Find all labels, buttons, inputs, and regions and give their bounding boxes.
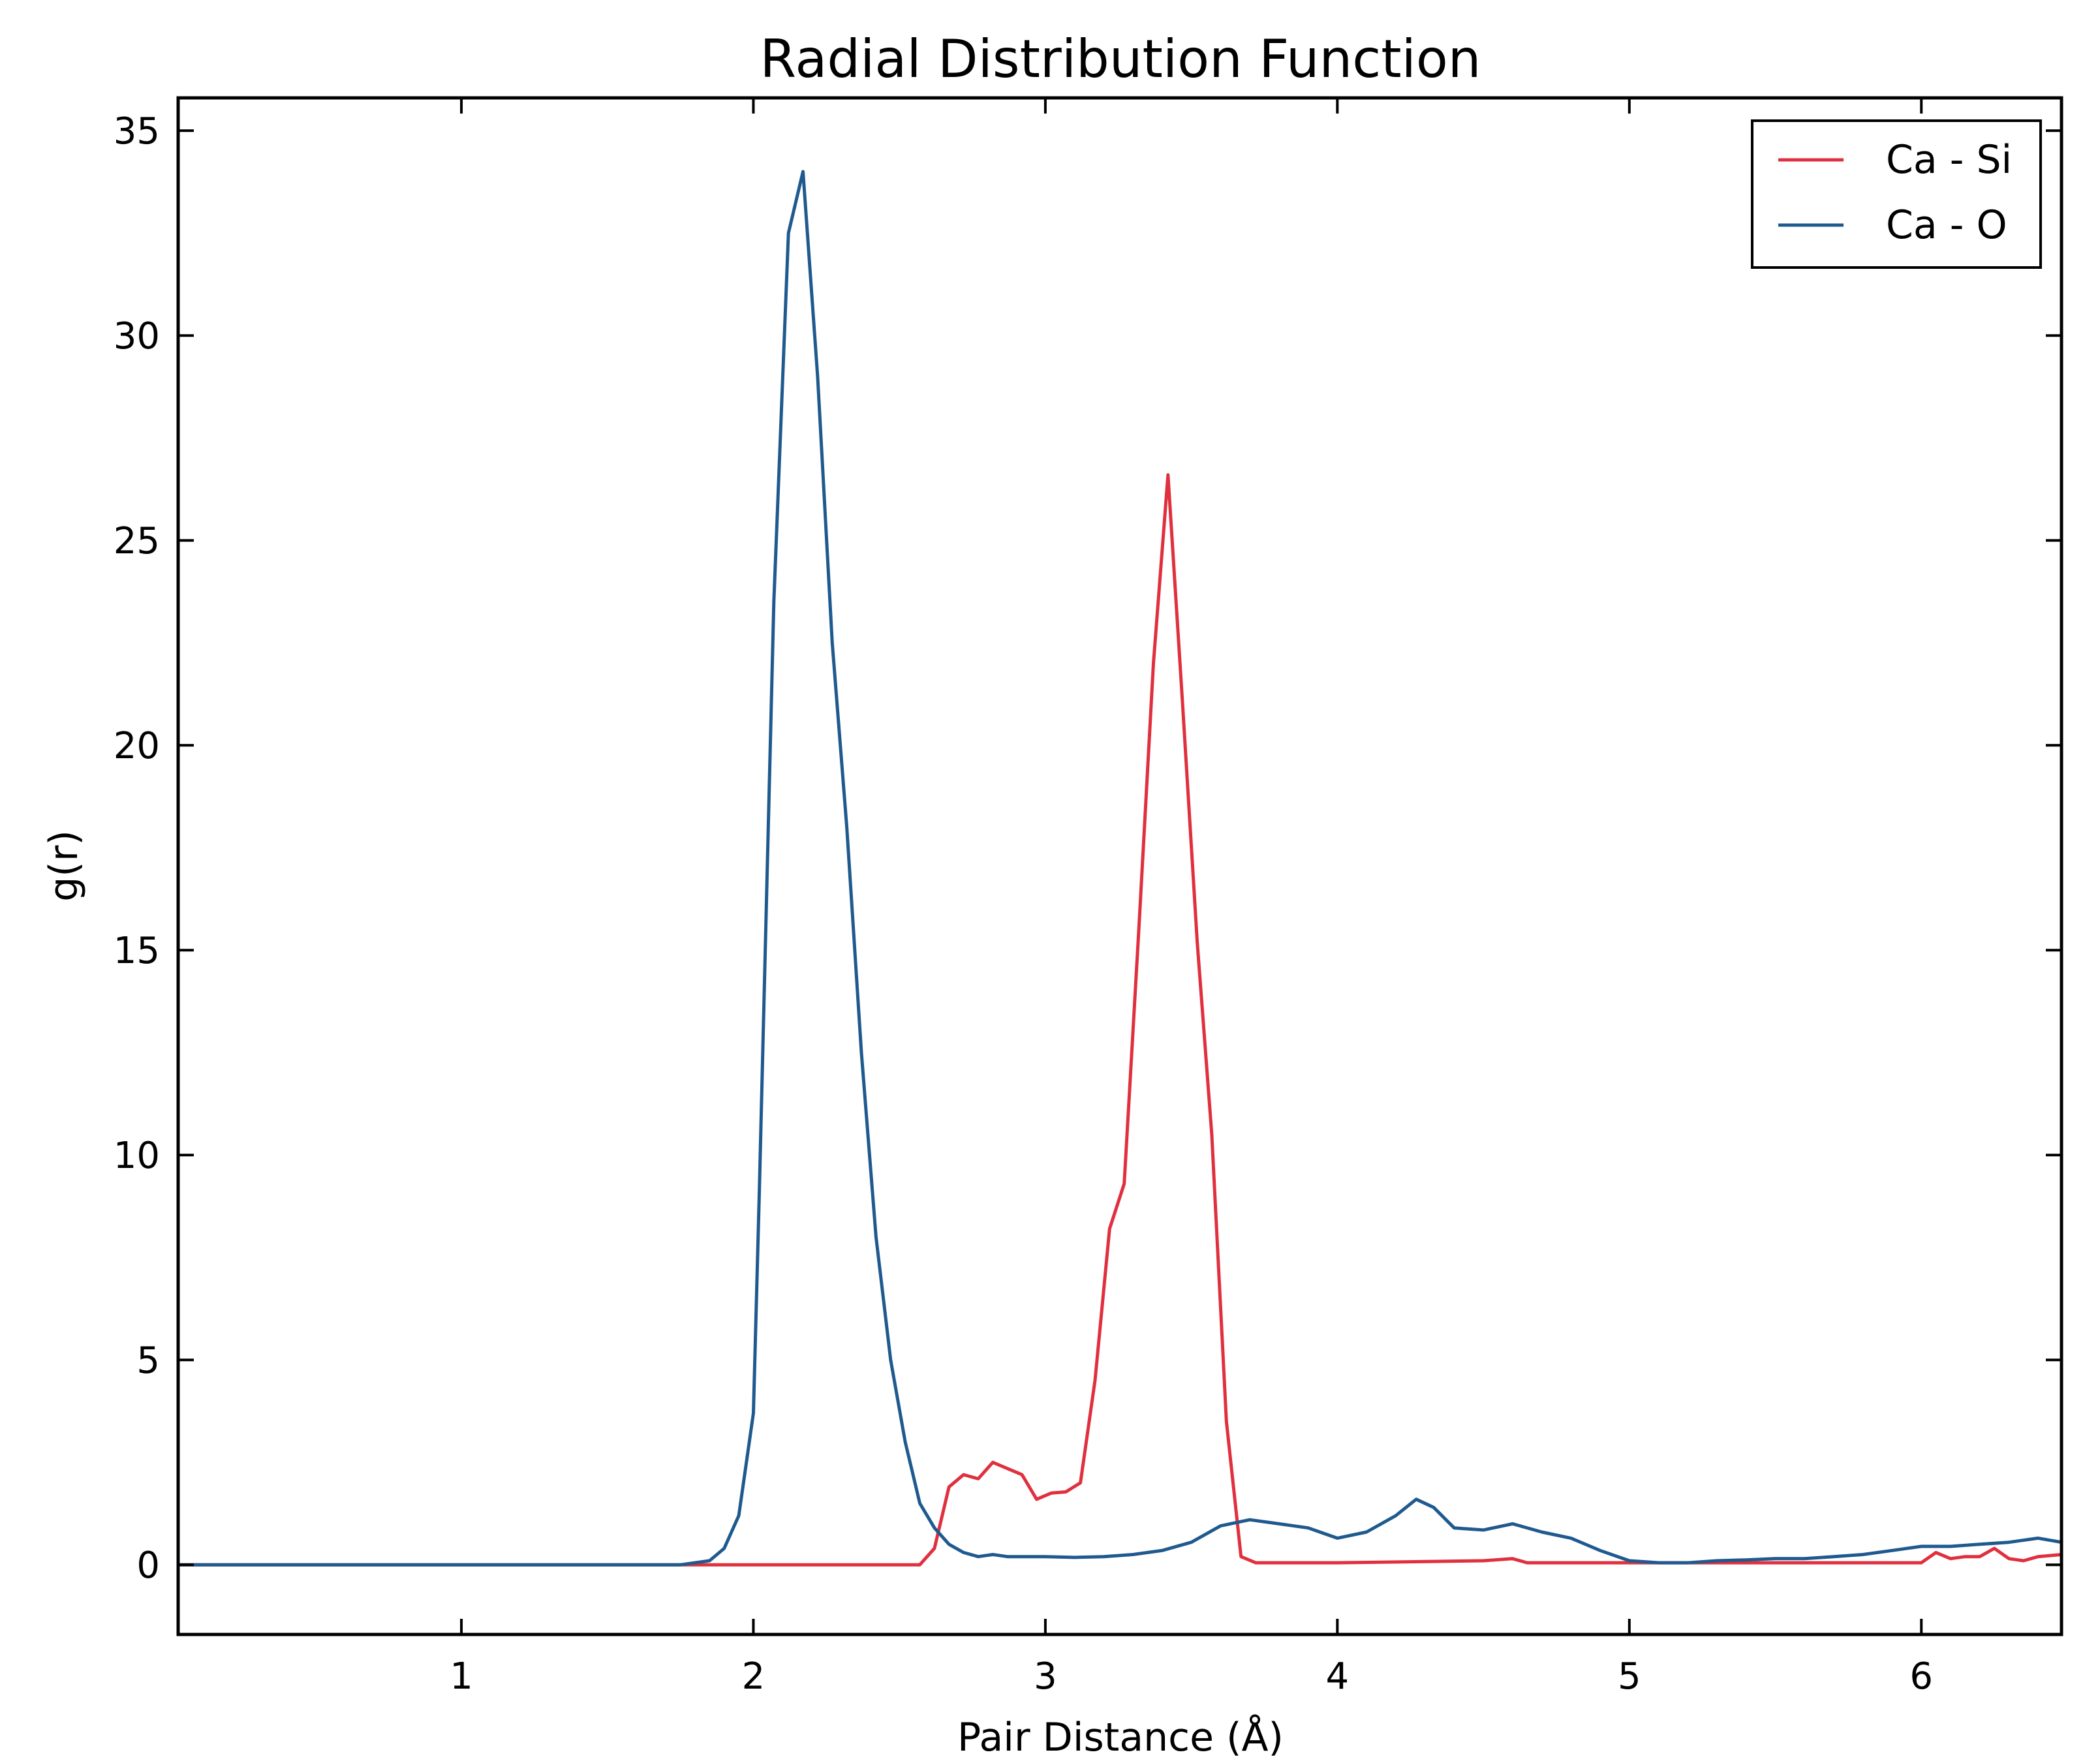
x-tick-label: 1 <box>450 1655 473 1698</box>
y-tick-label: 25 <box>114 520 160 562</box>
x-tick-label: 2 <box>742 1655 765 1698</box>
legend: Ca - Si Ca - O <box>1751 119 2042 269</box>
y-tick-label: 10 <box>114 1135 160 1177</box>
x-tick-label: 4 <box>1326 1655 1350 1698</box>
y-tick-label: 20 <box>114 725 160 767</box>
x-tick-label: 6 <box>1909 1655 1933 1698</box>
plot-layer <box>178 170 2061 1567</box>
x-axis-title: Pair Distance (Å) <box>957 1714 1284 1760</box>
plot-frame <box>176 96 2063 1636</box>
x-tick-label: 3 <box>1034 1655 1057 1698</box>
y-tick-label: 35 <box>114 110 160 153</box>
y-tick-label: 15 <box>114 930 160 972</box>
x-tick-label: 5 <box>1618 1655 1641 1698</box>
y-tick-label: 30 <box>114 315 160 358</box>
y-tick-label: 5 <box>136 1340 160 1382</box>
chart-title: Radial Distribution Function <box>760 29 1481 89</box>
y-axis-title: g(r) <box>41 830 87 902</box>
x-axis-ticks: 1 2 3 4 5 6 <box>450 98 1933 1698</box>
y-axis-ticks: 0 5 10 15 20 25 30 35 <box>114 110 2061 1587</box>
series-line-ca-si <box>178 473 2061 1567</box>
legend-label-ca-si: Ca - Si <box>1886 137 2012 183</box>
y-tick-label: 0 <box>136 1544 160 1587</box>
legend-box <box>1751 119 2042 269</box>
legend-label-ca-o: Ca - O <box>1886 202 2007 248</box>
series-line-ca-o <box>178 170 2061 1567</box>
